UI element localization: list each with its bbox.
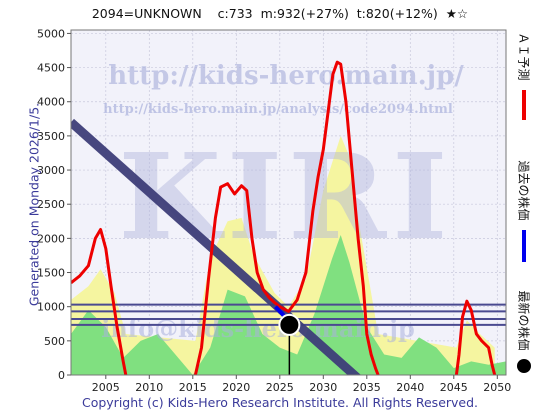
legend-latest-swatch xyxy=(517,359,531,373)
x-tick-label: 2050 xyxy=(483,381,511,394)
plot-border xyxy=(70,29,507,376)
y-tick-label: 4000 xyxy=(37,96,65,109)
y-tick-label: 5000 xyxy=(37,27,65,40)
regression-line xyxy=(71,118,362,375)
watermark-big-kiri: KIRI xyxy=(118,127,453,266)
watermark-url: http://kids-hero.main.jp/ xyxy=(108,61,464,91)
x-tick-label: 2020 xyxy=(222,381,250,394)
y-tick-label: 3000 xyxy=(37,164,65,177)
y-tick-label: 500 xyxy=(44,335,65,348)
copyright-footer: Copyright (c) Kids-Hero Research Institu… xyxy=(81,395,479,410)
y-tick-label: 1500 xyxy=(37,267,65,280)
y-axis-ticks: 0 500 1000 1500 2000 2500 3000 3500 4000 4500 5000 xyxy=(37,27,71,382)
y-tick-label: 2000 xyxy=(37,232,65,245)
watermark-analysis-url: http://kids-hero.main.jp/analysis/code20… xyxy=(103,102,453,117)
legend-ai-label: ＡＩ予測 xyxy=(516,32,531,81)
mid-target: m:932(+27%) xyxy=(260,6,349,21)
current-price: c:733 xyxy=(217,6,253,21)
x-tick-label: 2045 xyxy=(440,381,468,394)
x-tick-label: 2030 xyxy=(309,381,337,394)
rating-stars: ★☆ xyxy=(445,6,469,21)
y-tick-label: 4500 xyxy=(37,62,65,75)
stock-code: 2094=UNKNOWN xyxy=(91,6,202,21)
chart-header: 2094=UNKNOWN c:733 m:932(+27%) t:820(+12… xyxy=(0,6,560,21)
x-tick-label: 2025 xyxy=(266,381,294,394)
x-tick-label: 2035 xyxy=(353,381,381,394)
x-tick-label: 2015 xyxy=(179,381,207,394)
x-tick-label: 2005 xyxy=(92,381,120,394)
top-target: t:820(+12%) xyxy=(356,6,438,21)
x-axis-ticks: 2005 2010 2015 2020 2025 2030 2035 2040 2045 2050 xyxy=(92,375,511,394)
legend-latest-label: 最新の株価 xyxy=(516,290,531,351)
y-tick-label: 2500 xyxy=(37,198,65,211)
y-tick-label: 1000 xyxy=(37,301,65,314)
latest-price-marker xyxy=(278,313,301,336)
y-tick-label: 3500 xyxy=(37,130,65,143)
ai-prediction-line xyxy=(71,60,497,375)
green-range-band xyxy=(71,234,506,375)
x-tick-label: 2010 xyxy=(135,381,163,394)
x-tick-label: 2040 xyxy=(396,381,424,394)
legend-past-label: 過去の株価 xyxy=(516,160,531,221)
y-tick-label: 0 xyxy=(58,369,65,382)
